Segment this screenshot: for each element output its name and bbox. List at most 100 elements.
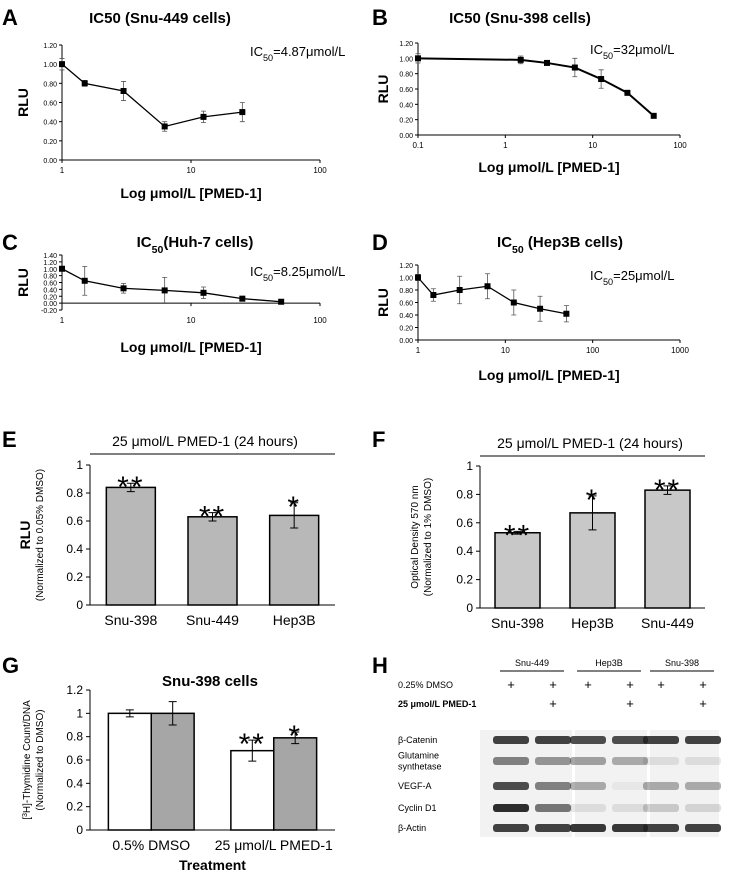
- data-point: [430, 292, 437, 298]
- bar: [644, 489, 691, 609]
- condition-mark: +: [626, 696, 634, 711]
- error-bar: [248, 739, 257, 762]
- y-tick-label: 1.20: [43, 43, 57, 50]
- blot-band: [535, 782, 571, 790]
- y-axis-label: RLU: [15, 268, 31, 297]
- blot-membrane: [575, 730, 647, 837]
- bar: [494, 531, 541, 609]
- condition-mark: +: [549, 677, 557, 692]
- y-axis-label: RLU: [15, 88, 31, 117]
- protein-label-line: VEGF-A: [398, 781, 432, 791]
- lane-group: Snu-449: [515, 658, 549, 668]
- y-axis-label: (Normalized to 0.05% DMSO): [35, 469, 46, 601]
- data-point: [544, 59, 551, 66]
- significance: *: [287, 491, 301, 524]
- annotation-part: IC: [250, 44, 263, 59]
- x-tick-label: Snu-398: [104, 612, 157, 628]
- chart-title: Snu-398 cells: [162, 673, 258, 690]
- error-bar: [588, 495, 597, 531]
- condition-mark: +: [507, 677, 515, 692]
- data-point: [517, 56, 524, 63]
- data-point: [200, 289, 207, 296]
- y-axis-label-part: 3: [22, 813, 29, 817]
- y-tick-label: 0.20: [399, 326, 413, 333]
- y-tick-label: 1.00: [43, 267, 57, 274]
- blot-band: [685, 736, 721, 744]
- x-tick-label: 1: [60, 316, 65, 325]
- blot-band: [570, 757, 606, 765]
- y-tick-label: 0.60: [43, 281, 57, 288]
- x-tick-label: 1: [60, 166, 65, 175]
- protein-label: VEGF-A: [398, 781, 432, 791]
- condition-label: 0.25% DMSO: [398, 680, 453, 690]
- data-point: [59, 265, 65, 272]
- significance: **: [199, 501, 226, 534]
- panel-letter: D: [372, 230, 388, 255]
- data-point: [415, 274, 421, 281]
- protein-label-line: Glutamine: [398, 751, 439, 761]
- y-tick-label: 0.8: [66, 486, 83, 500]
- y-tick-label: 0: [76, 598, 83, 612]
- chart-title-part: (Huh-7 cells): [163, 234, 253, 251]
- annotation: IC50=32μmol/L: [590, 42, 674, 61]
- annotation-part: IC: [590, 268, 603, 283]
- annotation-part: IC: [590, 42, 603, 57]
- blot-band: [570, 824, 606, 832]
- y-tick-label: 0.80: [43, 274, 57, 281]
- y-tick-label: 0.40: [43, 120, 57, 127]
- y-tick-label: 0.80: [43, 81, 57, 88]
- bar: [230, 749, 275, 831]
- error-bar: [291, 731, 300, 745]
- condition-label: 25 μmol/L PMED-1: [398, 699, 476, 709]
- bar: [569, 512, 616, 609]
- data-line: [61, 63, 243, 128]
- y-axis-label: (Normalized to 1% DMSO): [423, 478, 434, 596]
- x-tick-label: 1000: [671, 346, 689, 355]
- subtitle: 25 μmol/L PMED-1 (24 hours): [497, 435, 683, 451]
- blot-band: [612, 736, 648, 744]
- y-axis-label: RLU: [17, 521, 33, 550]
- blot-band: [685, 782, 721, 790]
- y-tick-label: 0.60: [399, 87, 413, 94]
- y-tick-label: 1.00: [43, 62, 57, 69]
- lane-group: Hep3B: [595, 658, 623, 668]
- significance: **: [654, 474, 681, 507]
- annotation: IC50=8.25μmol/L: [250, 264, 345, 283]
- x-tick-label: 1: [503, 141, 508, 150]
- data-line: [417, 57, 655, 117]
- chart-title-part: 50: [512, 244, 524, 256]
- annotation-part: 50: [263, 273, 273, 283]
- significance: **: [117, 471, 144, 504]
- y-tick-label: 1.00: [399, 276, 413, 283]
- x-tick-label: 10: [588, 141, 597, 150]
- protein-label-line: β-Catenin: [398, 735, 437, 745]
- data-point: [239, 109, 246, 116]
- data-point: [563, 310, 570, 317]
- blot-band: [643, 804, 679, 812]
- y-tick-label: 0.2: [66, 570, 83, 584]
- panel-letter: H: [372, 653, 388, 678]
- chart-title-part: 50: [152, 244, 164, 256]
- error-bar: [513, 530, 522, 535]
- blot-band: [570, 804, 606, 812]
- y-tick-label: 0.60: [43, 101, 57, 108]
- panel-letter: G: [2, 653, 19, 678]
- blot-band: [493, 804, 529, 812]
- annotation-part: =8.25μmol/L: [273, 264, 345, 279]
- lane-group: Snu-398: [665, 658, 699, 668]
- y-axis-label: RLU: [375, 288, 391, 317]
- condition-mark: +: [584, 677, 592, 692]
- significance: **: [239, 728, 266, 761]
- y-axis-label-part: H]-Thymidine Count/DNA: [22, 700, 33, 813]
- blot-band: [685, 757, 721, 765]
- blot-band: [535, 736, 571, 744]
- bar: [268, 514, 320, 606]
- bar: [107, 712, 152, 831]
- x-tick-label: Hep3B: [571, 615, 614, 631]
- y-tick-label: 0: [466, 601, 473, 615]
- y-tick-label: 0.4: [66, 542, 83, 556]
- data-line: [417, 277, 567, 315]
- annotation: IC50=4.87μmol/L: [250, 44, 345, 63]
- condition-mark: +: [549, 696, 557, 711]
